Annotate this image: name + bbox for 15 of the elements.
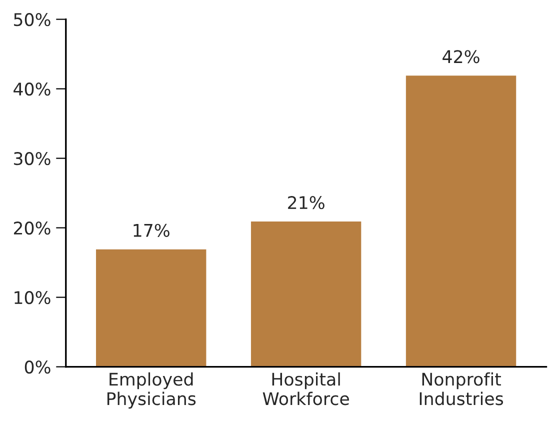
y-tick-label: 40% — [14, 82, 50, 96]
data-label: 17% — [134, 224, 170, 237]
y-tick-label: 0% — [24, 360, 50, 374]
data-label: 42% — [442, 50, 480, 64]
data-label: 21% — [288, 196, 324, 210]
y-tick-label: 30% — [14, 152, 50, 166]
bar — [94, 248, 208, 367]
x-tick-label: Employed Physicians — [107, 372, 196, 409]
bar — [250, 220, 363, 367]
y-tick-label: 20% — [14, 222, 50, 235]
y-tick-label: 50% — [14, 13, 50, 26]
x-tick-label: Nonprofit Industries — [420, 372, 504, 406]
bar — [404, 74, 518, 367]
y-tick-label: 10% — [14, 291, 50, 304]
x-tick-label: Hospital Workforce — [262, 372, 349, 406]
